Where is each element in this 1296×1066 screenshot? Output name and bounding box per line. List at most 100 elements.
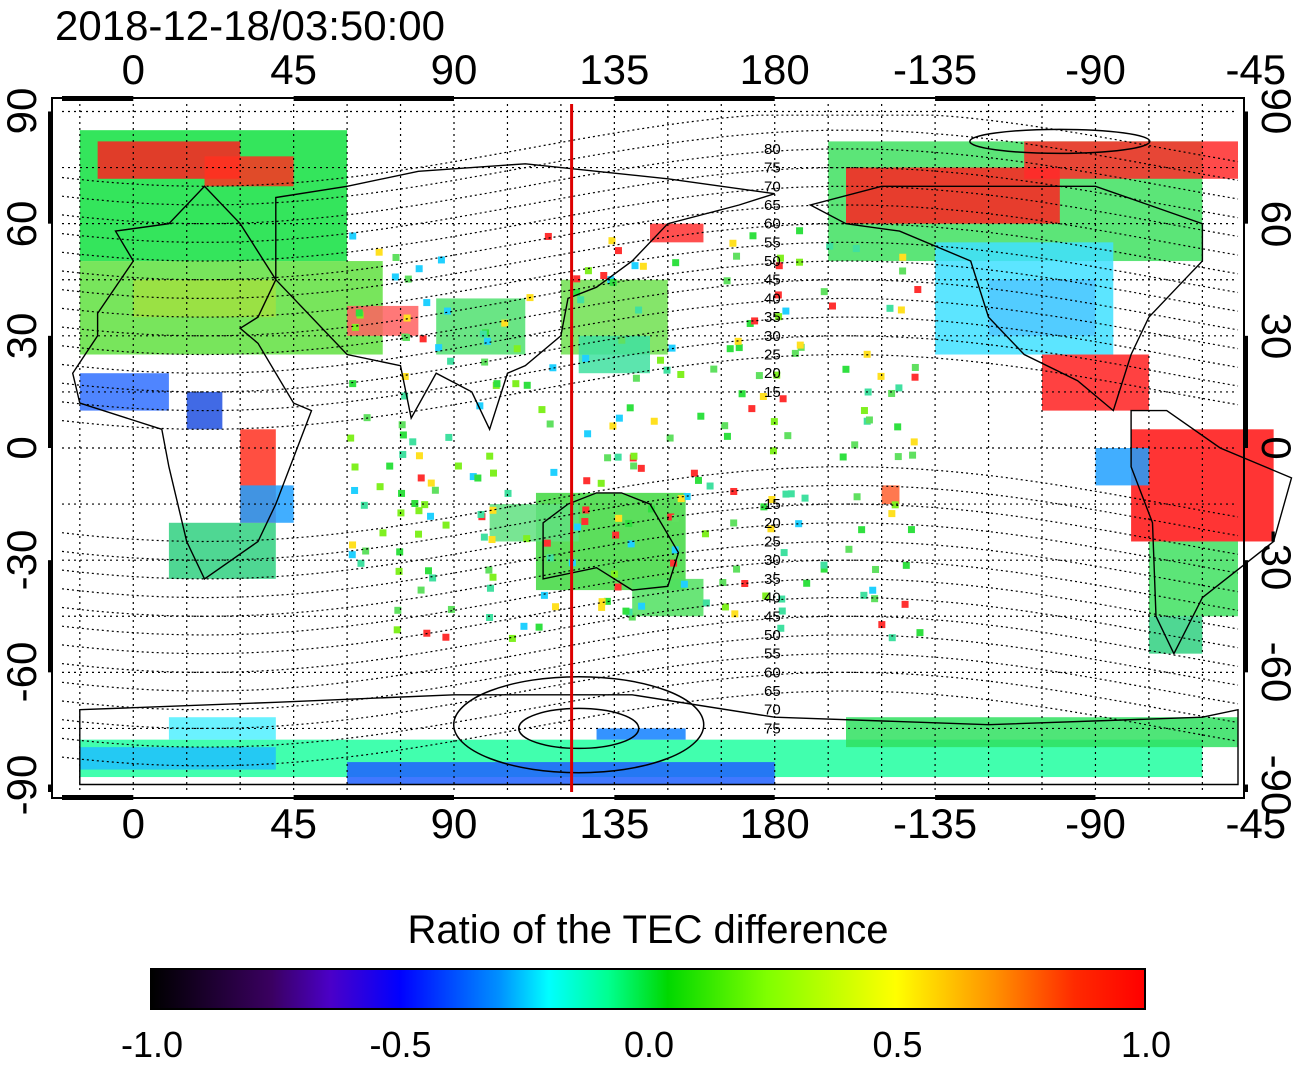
tec-pixel: [573, 275, 581, 283]
mag-lat-contour: [61, 596, 1239, 673]
mag-lat-contour: [61, 522, 1239, 599]
tec-pixel: [442, 521, 450, 529]
contour-label: 20: [764, 515, 781, 532]
contour-label: 30: [764, 552, 781, 569]
tec-pixel: [429, 574, 437, 582]
tec-pixel: [828, 302, 836, 310]
y-tick-label-left: 0: [0, 436, 45, 460]
tec-pixel: [735, 344, 743, 352]
tec-pixel: [820, 288, 828, 296]
tec-pixel: [610, 570, 618, 578]
x-tick-label-bottom: -45: [1225, 800, 1287, 847]
tec-pixel: [477, 510, 485, 518]
coastlines: [71, 163, 1293, 786]
tec-pixel: [351, 463, 359, 471]
tec-pixel: [632, 374, 640, 382]
mag-lat-contour: [61, 204, 1239, 281]
tec-pixel: [871, 595, 879, 603]
tec-pixel: [845, 545, 853, 553]
tec-pixel: [782, 490, 790, 498]
colorbar-title: Ratio of the TEC difference: [407, 908, 889, 952]
tec-pixel: [479, 330, 487, 338]
tec-pixel: [600, 272, 608, 280]
tec-pixel: [360, 501, 368, 509]
tec-patch: [1148, 541, 1238, 617]
contour-label: 30: [764, 328, 781, 345]
tec-pixel: [690, 469, 698, 477]
tec-pixel: [403, 314, 411, 322]
tec-pixel: [614, 453, 622, 461]
tec-pixel: [520, 622, 528, 630]
tec-pixel: [608, 237, 616, 245]
tec-pixel: [362, 547, 370, 555]
tec-pixel: [748, 405, 756, 413]
y-tick-label-left: 90: [0, 88, 45, 135]
y-tick-label-right: 0: [1253, 436, 1296, 460]
tec-pixel: [671, 546, 679, 554]
tec-pixel: [523, 535, 531, 543]
mag-lat-contour: [61, 484, 1239, 561]
x-tick-label-top: 90: [430, 46, 478, 93]
map-title: 2018-12-18/03:50:00: [55, 2, 445, 49]
tec-pixel: [731, 610, 739, 618]
mag-lat-contour: [61, 690, 1239, 767]
coastline: [542, 492, 680, 591]
tec-pixel: [746, 319, 754, 327]
tec-pixel: [357, 559, 365, 567]
tec-pixel: [417, 474, 425, 482]
tec-pixel: [775, 262, 783, 270]
x-tick-label-bottom: 45: [270, 800, 317, 847]
tec-pixel: [677, 495, 685, 503]
mag-lat-contour: [61, 185, 1239, 262]
mag-lat-contour: [61, 653, 1239, 730]
tec-pixel: [423, 299, 431, 307]
tec-pixel: [694, 476, 702, 484]
x-tick-label-top: -45: [1225, 46, 1287, 93]
tec-pixel: [483, 337, 491, 345]
tec-pixel: [486, 452, 494, 460]
tec-pixel: [399, 431, 407, 439]
tec-pixel: [911, 363, 919, 371]
tec-patch: [168, 522, 276, 579]
tec-pixel: [421, 501, 429, 509]
y-tick-label-right: 90: [1253, 88, 1296, 135]
tec-pixel: [891, 501, 899, 509]
tec-pixel: [437, 256, 445, 264]
tec-pixel: [512, 380, 520, 388]
tec-pixel: [895, 384, 903, 392]
tec-pixel: [469, 473, 477, 481]
tec-pixel: [784, 432, 792, 440]
x-tick-label-bottom: 180: [739, 800, 810, 847]
tec-pixel: [581, 517, 589, 525]
tec-pixel: [826, 242, 834, 250]
tec-pixel: [504, 489, 512, 497]
frame-bar-left: [48, 560, 53, 673]
contour-label: 25: [764, 347, 781, 364]
tec-pixel: [349, 380, 357, 388]
tec-pixel: [872, 565, 880, 573]
tec-pixel: [435, 344, 443, 352]
tec-pixel: [417, 586, 425, 594]
mag-lat-contour: [61, 114, 1239, 187]
tec-pixel: [787, 490, 795, 498]
tec-pixel: [710, 365, 718, 373]
tec-pixel: [638, 602, 646, 610]
tec-pixel: [398, 421, 406, 429]
frame-bar-left: [48, 111, 53, 224]
frame-bar-top: [614, 96, 775, 101]
x-tick-label-top: -90: [1065, 46, 1126, 93]
tec-pixel: [351, 323, 359, 331]
tec-pixel: [401, 372, 409, 380]
tec-pixel: [615, 514, 623, 522]
tec-pixel: [650, 417, 658, 425]
x-tick-label-top: -135: [893, 46, 978, 93]
tec-pixel: [667, 513, 675, 521]
mag-lat-contour: [61, 615, 1239, 692]
contour-label: 60: [764, 664, 781, 681]
coastline: [808, 185, 1204, 412]
tec-patch: [79, 747, 276, 770]
tec-pixel: [782, 307, 790, 315]
tec-pixel: [820, 561, 828, 569]
tec-pixel: [431, 486, 439, 494]
mag-lat-contour: [61, 166, 1239, 243]
